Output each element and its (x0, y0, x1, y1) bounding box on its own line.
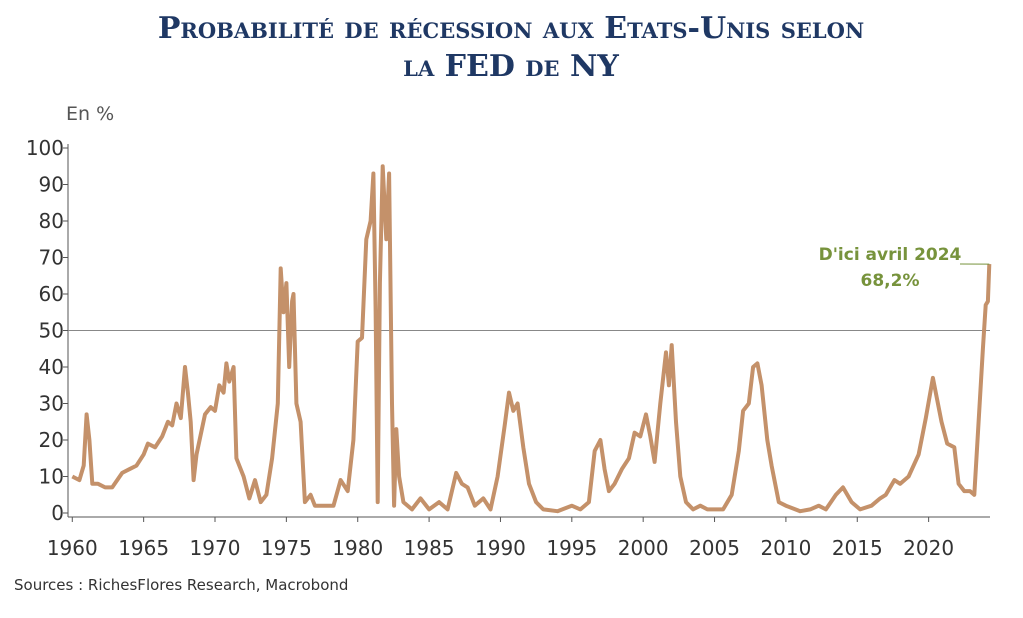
y-tick-label: 20 (39, 428, 64, 452)
y-tick-label: 60 (39, 282, 64, 306)
chart-title: Probabilité de récession aux Etats-Unis … (158, 11, 864, 46)
x-tick-label: 2015 (832, 536, 883, 560)
x-tick-label: 1965 (118, 536, 169, 560)
y-axis-label: En % (66, 103, 114, 125)
x-tick-label: 2010 (760, 536, 811, 560)
y-tick-label: 50 (39, 319, 64, 343)
x-tick-label: 1990 (475, 536, 526, 560)
x-tick-label: 1985 (404, 536, 455, 560)
y-tick-label: 10 (39, 465, 64, 489)
y-tick-label: 80 (39, 209, 64, 233)
y-tick-label: 100 (26, 136, 64, 160)
y-tick-label: 70 (39, 246, 64, 270)
y-tick-label: 0 (51, 501, 64, 525)
x-tick-label: 1975 (261, 536, 312, 560)
annotation: D'ici avril 2024 (819, 245, 962, 265)
y-tick-label: 40 (39, 355, 64, 379)
x-tick-label: 1970 (190, 536, 241, 560)
y-tick-label: 90 (39, 173, 64, 197)
chart-title: la FED de NY (403, 49, 619, 84)
x-tick-label: 1995 (546, 536, 597, 560)
source-note: Sources : RichesFlores Research, Macrobo… (14, 576, 348, 594)
x-tick-label: 2005 (689, 536, 740, 560)
data-line (72, 166, 989, 511)
annotation: 68,2% (861, 271, 920, 291)
y-tick-label: 30 (39, 392, 64, 416)
x-tick-label: 1980 (332, 536, 383, 560)
x-tick-label: 2020 (903, 536, 954, 560)
x-tick-label: 2000 (618, 536, 669, 560)
x-tick-label: 1960 (47, 536, 98, 560)
